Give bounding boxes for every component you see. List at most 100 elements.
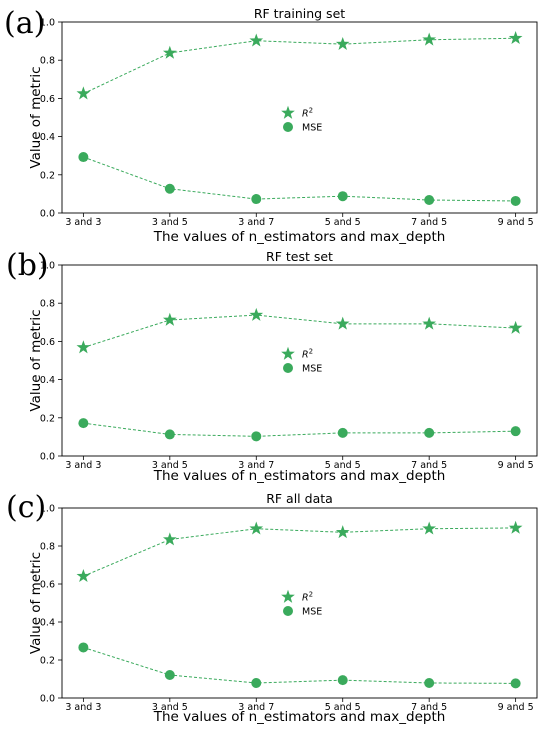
legend-label-mse: MSE — [302, 123, 322, 134]
y-tick-label: 1.0 — [40, 18, 55, 29]
y-tick-label: 0.4 — [40, 618, 55, 629]
circle-marker — [424, 195, 435, 206]
y-axis-label: Value of metric — [28, 66, 44, 168]
circle-marker — [164, 429, 175, 440]
series-line-r2 — [83, 37, 516, 95]
x-tick-label: 3 and 5 — [152, 702, 188, 713]
chart-panel-3: (c) RF all data 0.0 0.2 0.4 0.6 0.8 1.0 3 and 3 3… — [6, 490, 538, 725]
circle-marker — [78, 642, 89, 653]
legend-star-marker — [281, 105, 295, 119]
star-marker — [162, 312, 177, 326]
legend-label-r2: R2 — [302, 591, 313, 604]
star-marker — [335, 525, 350, 539]
y-tick-label: 1.0 — [40, 261, 55, 272]
chart-title: RF training set — [254, 6, 345, 21]
circle-marker — [164, 183, 175, 194]
star-marker — [508, 520, 523, 534]
x-tick-label: 3 and 5 — [152, 217, 188, 228]
circle-marker — [251, 194, 262, 205]
plot-frame — [61, 507, 538, 699]
y-axis-label: Value of metric — [28, 552, 44, 654]
x-tick-label: 3 and 7 — [238, 460, 274, 471]
legend-circle-marker — [283, 606, 293, 616]
panel-label: (b) — [6, 248, 49, 283]
panel-label: (a) — [4, 6, 45, 41]
panel-label: (c) — [6, 490, 46, 525]
star-marker — [249, 307, 264, 321]
x-axis-label: The values of n_estimators and max_depth — [153, 468, 446, 484]
legend-circle-marker — [283, 363, 293, 373]
y-tick-label: 0.0 — [40, 452, 55, 463]
y-tick-label: 0.4 — [40, 375, 55, 386]
star-marker — [422, 316, 437, 330]
circle-marker — [251, 431, 262, 442]
series-line-mse — [83, 156, 516, 202]
circle-marker — [510, 195, 521, 206]
legend-star-marker — [281, 589, 295, 603]
legend-star-marker — [281, 346, 295, 360]
circle-marker — [337, 191, 348, 202]
x-tick-label: 3 and 3 — [65, 217, 101, 228]
x-tick-label: 3 and 7 — [238, 217, 274, 228]
x-axis-label: The values of n_estimators and max_depth — [153, 709, 446, 725]
legend-label-mse: MSE — [302, 364, 322, 375]
y-tick-label: 0.8 — [40, 542, 55, 553]
star-marker — [249, 33, 264, 47]
legend-label-mse: MSE — [302, 607, 322, 618]
legend: R2 MSE — [281, 105, 322, 134]
star-marker — [508, 320, 523, 334]
x-tick-label: 3 and 3 — [65, 460, 101, 471]
star-marker — [335, 316, 350, 330]
x-tick-label: 5 and 5 — [325, 460, 361, 471]
y-tick-label: 1.0 — [40, 504, 55, 515]
star-marker — [422, 521, 437, 535]
x-tick-label: 7 and 5 — [411, 217, 447, 228]
x-tick-label: 9 and 5 — [498, 702, 534, 713]
star-marker — [422, 32, 437, 46]
series-line-r2 — [83, 527, 516, 577]
series-line-r2 — [83, 314, 516, 348]
circle-marker — [424, 427, 435, 438]
plot-frame — [61, 21, 538, 214]
x-tick-label: 3 and 3 — [65, 702, 101, 713]
x-tick-label: 5 and 5 — [325, 702, 361, 713]
x-tick-label: 9 and 5 — [498, 460, 534, 471]
legend-circle-marker — [283, 122, 293, 132]
legend-label-r2: R2 — [302, 107, 313, 120]
star-marker — [249, 521, 264, 535]
y-tick-label: 0.6 — [40, 580, 55, 591]
star-marker — [76, 340, 91, 354]
circle-marker — [510, 678, 521, 689]
circle-marker — [424, 677, 435, 688]
chart-panel-1: (a) RF training set 0.0 0.2 0.4 0.6 0.8 1.0 3 an… — [4, 6, 538, 245]
chart-title: RF test set — [266, 249, 333, 264]
y-tick-label: 0.0 — [40, 694, 55, 705]
series-line-mse — [83, 646, 516, 684]
star-marker — [335, 36, 350, 50]
star-marker — [162, 45, 177, 59]
star-marker — [76, 569, 91, 583]
x-tick-label: 5 and 5 — [325, 217, 361, 228]
y-tick-label: 0.0 — [40, 209, 55, 220]
x-tick-label: 7 and 5 — [411, 460, 447, 471]
y-tick-label: 0.2 — [40, 413, 55, 424]
chart-panel-2: (b) RF test set 0.0 0.2 0.4 0.6 0.8 1.0 3 and 3 3… — [6, 248, 538, 484]
y-tick-label: 0.2 — [40, 170, 55, 181]
circle-marker — [78, 152, 89, 163]
x-tick-label: 9 and 5 — [498, 217, 534, 228]
x-tick-label: 3 and 7 — [238, 702, 274, 713]
x-tick-label: 7 and 5 — [411, 702, 447, 713]
y-tick-label: 0.2 — [40, 656, 55, 667]
legend-label-r2: R2 — [302, 348, 313, 361]
star-marker — [162, 532, 177, 546]
circle-marker — [337, 427, 348, 438]
y-axis-label: Value of metric — [28, 309, 44, 411]
x-tick-label: 3 and 5 — [152, 460, 188, 471]
y-tick-label: 0.8 — [40, 299, 55, 310]
star-marker — [508, 31, 523, 45]
plot-frame — [61, 264, 538, 457]
y-tick-label: 0.8 — [40, 56, 55, 67]
circle-marker — [78, 418, 89, 429]
legend: R2 MSE — [281, 346, 322, 375]
